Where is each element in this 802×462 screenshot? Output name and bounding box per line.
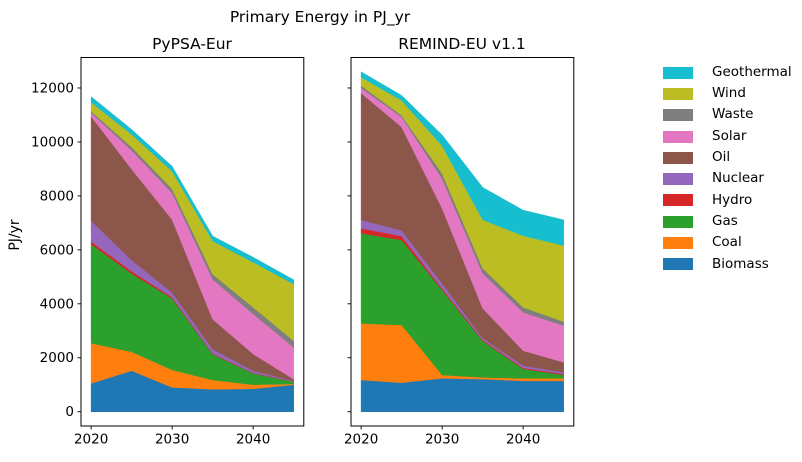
legend-label: Gas xyxy=(712,212,738,229)
legend-item-geothermal: Geothermal xyxy=(663,62,792,83)
area-geothermal xyxy=(90,96,294,285)
axes-spines xyxy=(80,57,305,427)
legend-label: Biomass xyxy=(712,255,769,272)
legend-label: Solar xyxy=(712,127,747,144)
legend-swatch-wind xyxy=(663,87,693,100)
legend-label: Nuclear xyxy=(712,170,764,187)
legend-item-gas: Gas xyxy=(663,211,792,232)
area-biomass xyxy=(360,378,564,412)
legend-item-waste: Waste xyxy=(663,105,792,126)
legend: Geothermal Wind Waste Solar Oil Nuclear … xyxy=(663,62,792,275)
x-tick-label-2040: 2040 xyxy=(236,432,270,448)
y-tick-label-12000: 12000 xyxy=(31,80,74,96)
legend-label: Oil xyxy=(712,149,731,166)
legend-label: Geothermal xyxy=(712,63,792,80)
legend-item-biomass: Biomass xyxy=(663,254,792,275)
y-tick-label-0: 0 xyxy=(65,404,74,420)
y-tick-label-10000: 10000 xyxy=(31,134,74,150)
legend-item-coal: Coal xyxy=(663,232,792,253)
figure-title: Primary Energy in PJ_yr xyxy=(230,8,411,27)
legend-swatch-biomass xyxy=(663,258,693,271)
y-axis-label: PJ/yr xyxy=(7,219,23,251)
legend-swatch-coal xyxy=(663,237,693,250)
y-tick-label-4000: 4000 xyxy=(40,296,74,312)
x-tick-label-2040: 2040 xyxy=(506,432,540,448)
y-tick-label-6000: 6000 xyxy=(40,242,74,258)
legend-item-solar: Solar xyxy=(663,126,792,147)
legend-swatch-gas xyxy=(663,215,693,228)
legend-swatch-hydro xyxy=(663,194,693,207)
legend-label: Waste xyxy=(712,106,754,123)
legend-swatch-oil xyxy=(663,151,693,164)
legend-label: Coal xyxy=(712,234,742,251)
x-tick-label-2030: 2030 xyxy=(425,432,459,448)
legend-item-nuclear: Nuclear xyxy=(663,168,792,189)
legend-label: Wind xyxy=(712,85,746,102)
y-tick-label-8000: 8000 xyxy=(40,188,74,204)
legend-swatch-nuclear xyxy=(663,173,693,186)
legend-swatch-geothermal xyxy=(663,66,693,79)
x-tick-label-2020: 2020 xyxy=(344,432,378,448)
x-tick-label-2020: 2020 xyxy=(74,432,108,448)
right-chart-plot-area: 2020 2030 2040 xyxy=(344,57,575,448)
legend-item-oil: Oil xyxy=(663,147,792,168)
left-chart-title: PyPSA-Eur xyxy=(152,35,232,53)
x-tick-label-2030: 2030 xyxy=(155,432,189,448)
legend-label: Hydro xyxy=(712,191,753,208)
legend-swatch-waste xyxy=(663,109,693,122)
right-chart-title: REMIND-EU v1.1 xyxy=(398,35,526,53)
legend-item-wind: Wind xyxy=(663,83,792,104)
legend-item-hydro: Hydro xyxy=(663,190,792,211)
axes-spines xyxy=(350,57,575,427)
left-chart-plot-area: 2020 2030 2040 0 2000 4000 6000 8000 10000 12000 xyxy=(31,57,305,448)
legend-swatch-solar xyxy=(663,130,693,143)
area-geothermal xyxy=(360,71,564,246)
y-tick-label-2000: 2000 xyxy=(40,350,74,366)
